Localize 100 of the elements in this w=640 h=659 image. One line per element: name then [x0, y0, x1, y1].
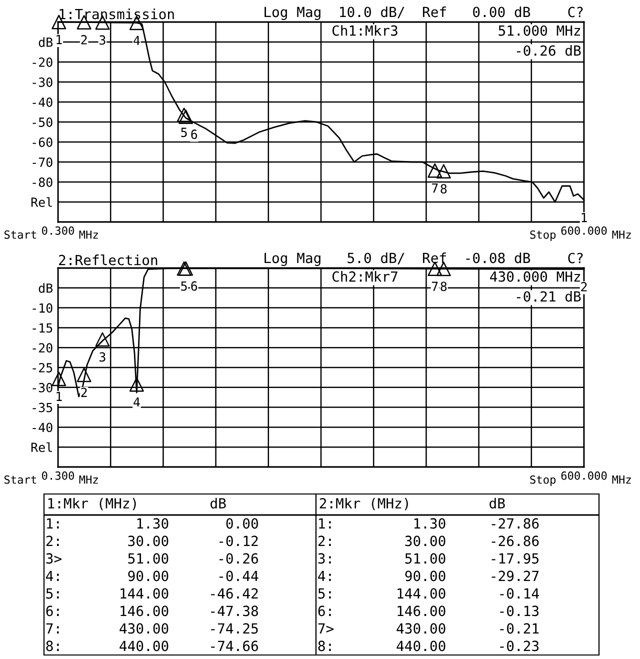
text: dB: [210, 498, 226, 509]
y-tick-label: -10: [32, 303, 52, 313]
text: 4:: [46, 570, 59, 581]
y-tick-label: -15: [32, 323, 52, 333]
annotation: 2: [81, 35, 87, 44]
text: MHz: [612, 476, 631, 484]
chart-title: 2:Reflection: [59, 254, 158, 266]
annotation: 3: [100, 352, 106, 362]
point: [436, 262, 451, 276]
text: 1:: [47, 518, 59, 528]
text: MHz: [79, 476, 98, 484]
text: MHz: [79, 230, 98, 239]
chart-title: 1:Transmission: [60, 8, 174, 20]
y-tick-label: -40: [32, 98, 52, 107]
text: 430.00: [120, 623, 168, 634]
text: -0.12: [219, 536, 258, 546]
text: 430.00: [396, 623, 446, 634]
text: Stop: [530, 475, 556, 486]
annotation: 4: [134, 397, 140, 407]
annotation: 51.000 MHz: [498, 25, 580, 36]
y-tick-label: -40: [32, 422, 52, 432]
text: 6:: [46, 606, 59, 616]
y-tick-label: dB: [38, 283, 53, 293]
text: -46.42: [211, 588, 258, 599]
annotation: 6: [191, 281, 198, 291]
text: 7>: [318, 623, 334, 634]
annotation: 5: [181, 128, 187, 138]
text: 2:Mkr (MHz): [320, 498, 408, 510]
x-tick-label: 600.000: [561, 471, 607, 480]
text: -26.86: [492, 536, 539, 546]
y-tick-label: -50: [32, 118, 52, 127]
annotation: 7: [432, 183, 438, 193]
text: 5:: [46, 588, 59, 599]
text: 146.00: [398, 606, 446, 616]
text: 1.30: [137, 518, 168, 529]
text: 3:: [318, 553, 331, 564]
text: 146.00: [120, 606, 168, 616]
text: -0.23: [500, 640, 539, 652]
point: [95, 332, 110, 347]
y-tick-label: -20: [32, 58, 52, 67]
text: -27.86: [492, 518, 539, 529]
text: Start: [4, 230, 36, 239]
text: Log Mag 5.0 dB/ Ref -0.08 dB: [264, 252, 530, 266]
text: MHz: [612, 230, 631, 239]
annotation: -0.21 dB: [516, 290, 581, 302]
y-tick-label: dB: [38, 37, 53, 47]
x-tick-label: 0.300: [42, 471, 74, 480]
point: [76, 368, 92, 382]
text: 51.00: [128, 553, 168, 564]
annotation: 1: [56, 34, 62, 44]
text: 30.00: [405, 536, 446, 546]
text: dB: [490, 498, 505, 509]
text: -0.13: [500, 606, 539, 616]
annotation: 3: [100, 35, 106, 45]
text: -0.14: [500, 588, 539, 599]
text: C?: [568, 252, 583, 264]
annotation: 430.000 MHz: [490, 271, 580, 282]
text: 0.00: [226, 518, 258, 529]
text: Start: [4, 475, 36, 484]
text: Stop: [530, 230, 556, 241]
point: [52, 372, 66, 386]
text: 1:Mkr (MHz): [48, 498, 136, 510]
text: 3>: [46, 553, 62, 564]
text: -29.27: [492, 570, 539, 582]
annotation: 5: [181, 282, 187, 291]
text: -74.66: [211, 640, 258, 652]
x-tick-label: 0.300: [42, 226, 74, 235]
text: -47.38: [211, 606, 258, 616]
annotation: 8: [440, 184, 447, 194]
text: 1:: [319, 518, 331, 528]
text: 144.00: [398, 588, 446, 599]
text: 7:: [46, 623, 59, 634]
text: -0.44: [219, 570, 258, 582]
text: Log Mag 10.0 dB/ Ref 0.00 dB: [264, 6, 530, 20]
y-tick-label: -35: [32, 402, 52, 412]
annotation: 8: [440, 282, 447, 292]
text: 2:: [46, 536, 59, 546]
annotation: 2: [81, 388, 87, 397]
text: 1.30: [414, 518, 446, 529]
point: [436, 164, 451, 179]
text: 8:: [46, 640, 59, 652]
y-tick-label: -70: [32, 158, 52, 167]
y-tick-label: -60: [32, 138, 52, 147]
y-tick-label: -30: [32, 78, 52, 87]
annotation: -0.26 dB: [516, 45, 581, 56]
point: [129, 377, 144, 392]
text: 144.00: [120, 588, 168, 599]
annotation: 6: [191, 130, 198, 139]
text: 2:: [318, 536, 331, 546]
text: -74.25: [211, 623, 258, 634]
text: 8:: [318, 640, 331, 652]
y-tick-label: Rel: [31, 197, 52, 207]
text: 6:: [318, 606, 331, 616]
y-tick-label: -25: [32, 363, 52, 372]
annotation: 1: [582, 212, 587, 222]
text: -0.26: [219, 553, 258, 564]
text: 5:: [318, 588, 331, 599]
text: 30.00: [128, 536, 168, 546]
annotation: Ch1:Mkr3: [332, 25, 398, 36]
text: 51.00: [405, 553, 446, 564]
